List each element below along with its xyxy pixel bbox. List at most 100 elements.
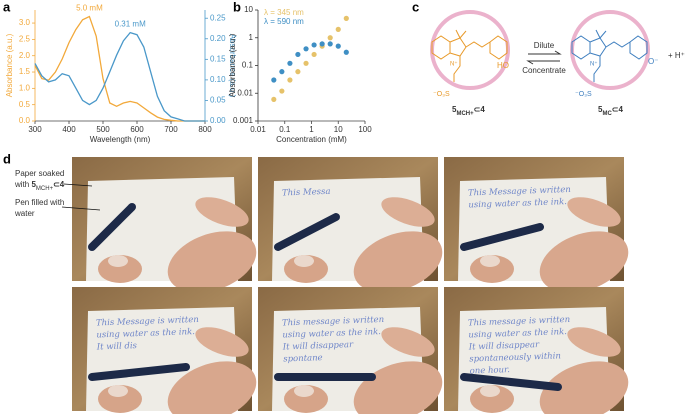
label-part: ⊂4 (53, 180, 65, 189)
point (327, 41, 333, 47)
x-tick-label: 600 (130, 125, 144, 134)
label-part: 5 (452, 105, 457, 114)
thumbnail (480, 385, 500, 397)
handwriting: using water as the ink. (96, 327, 195, 340)
point (287, 77, 293, 83)
thumbnail (108, 255, 128, 267)
photo (72, 157, 257, 293)
label-part: with (14, 180, 31, 189)
handwriting: using water as the ink. (282, 327, 381, 340)
molecule (571, 29, 648, 82)
y-axis-label: Absorbance (a.u.) (228, 33, 237, 97)
label-part: MCH+ (36, 186, 54, 192)
panel-label: b (233, 0, 241, 14)
annotation: Pen filled with (15, 198, 64, 207)
finger (567, 327, 621, 357)
compound-label: 5MC⊂4 (598, 105, 624, 116)
point (271, 96, 277, 103)
finger (195, 327, 249, 357)
x-tick-label: 300 (28, 125, 42, 134)
handwriting: spontane (283, 353, 323, 364)
point (343, 15, 349, 21)
y-tick-label: 1.0 (19, 83, 31, 92)
finger (381, 197, 435, 227)
point (271, 77, 277, 83)
panel-label: c (412, 0, 419, 14)
thumbnail (480, 255, 500, 267)
hand (353, 231, 443, 293)
finger (195, 197, 249, 227)
label-part: ⊂4 (474, 105, 486, 114)
handwriting: This Message is written (96, 315, 199, 329)
y2-tick-label: 0.05 (210, 96, 226, 105)
point (279, 88, 285, 94)
point (335, 43, 341, 49)
point (295, 51, 301, 58)
pen (460, 373, 562, 391)
point (327, 35, 333, 41)
point (295, 69, 301, 75)
series-line (34, 15, 205, 122)
group: N⁺ (450, 61, 458, 68)
handwriting: It will dis (96, 341, 138, 352)
label-part: MCH+ (456, 111, 474, 117)
y-tick-label: 0.1 (242, 61, 254, 70)
finger (567, 197, 621, 227)
annotation: water (14, 209, 35, 218)
thumbnail (108, 385, 128, 397)
molecule (431, 29, 508, 82)
y2-tick-label: 0.15 (210, 54, 226, 63)
y-tick-label: 0.5 (19, 100, 31, 109)
group: O⁻ (648, 57, 658, 66)
annotation: Paper soaked (15, 169, 64, 178)
x-tick-label: 400 (62, 125, 76, 134)
point (319, 41, 325, 47)
annotation: with 5MCH+⊂4 (14, 180, 65, 191)
x-tick-label: 0.1 (279, 125, 291, 134)
finger (381, 327, 435, 357)
label-part: ⊂4 (612, 105, 624, 114)
y-tick-label: 3.0 (19, 18, 31, 27)
arrow-label: Dilute (534, 41, 555, 50)
legend-entry: λ = 345 nm (264, 8, 304, 17)
chemical-scheme (430, 10, 650, 90)
point (311, 51, 317, 58)
panel-label: d (3, 151, 11, 166)
y2-tick-label: 0.25 (210, 13, 226, 22)
y-tick-label: 2.5 (19, 34, 31, 43)
y-tick-label: 1 (249, 33, 254, 42)
compound-label: 5MCH+⊂4 (452, 105, 485, 116)
y-tick-label: 0.0 (19, 116, 31, 125)
point (335, 26, 341, 32)
handwriting: It will disappear (282, 340, 354, 353)
hand (167, 231, 257, 293)
label-part: MC (602, 111, 612, 117)
group: HO (497, 61, 509, 70)
thumbnail (294, 255, 314, 267)
y2-axis-label: Absorbance (a.u.) (228, 34, 237, 98)
pen (274, 213, 340, 251)
handwriting: This message is written (468, 315, 570, 329)
series-label: 5.0 mM (76, 4, 103, 13)
hand (539, 361, 629, 414)
y2-tick-label: 0.10 (210, 75, 226, 84)
thumbnail (294, 385, 314, 397)
equilibrium-arrows (526, 50, 562, 65)
x-tick-label: 700 (164, 125, 178, 134)
photo: This Messa (258, 157, 443, 293)
y-tick-label: 2.0 (19, 51, 31, 60)
hand (539, 231, 629, 293)
arrow-label: Concentrate (522, 66, 566, 75)
pen (88, 203, 136, 251)
point (311, 42, 317, 48)
label-part: 5 (31, 180, 36, 189)
product: + H⁺ (668, 51, 685, 60)
pen (460, 223, 544, 251)
handwriting: This message is written (282, 315, 384, 329)
group: ⁻O₃S (433, 91, 450, 98)
y-tick-label: 0.001 (233, 116, 254, 125)
host-ring (570, 10, 650, 90)
